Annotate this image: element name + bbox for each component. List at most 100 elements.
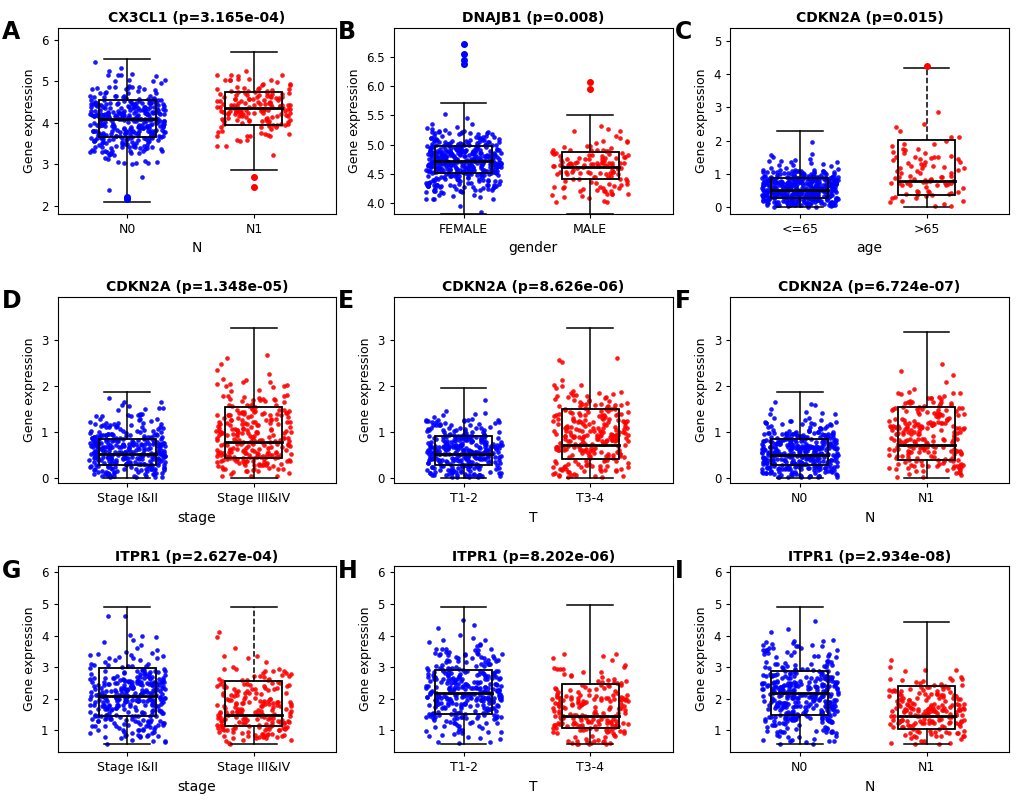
Point [137,101,153,114]
Point [445,712,462,725]
Point [552,716,569,729]
Point [767,448,784,460]
Point [550,706,567,719]
Point [950,465,966,478]
Point [426,445,442,458]
Point [620,188,636,200]
Point [420,671,436,683]
Point [420,176,436,189]
Point [246,406,262,419]
Point [897,143,913,156]
Point [208,424,224,437]
Point [597,723,613,736]
Point [809,173,825,186]
Point [574,724,590,737]
Point [813,183,829,196]
Point [905,383,921,396]
Point [914,674,930,687]
Point [555,180,572,193]
Point [209,630,225,643]
Point [899,451,915,464]
Point [767,175,784,188]
Point [553,155,570,168]
Point [214,460,230,473]
Point [273,90,289,103]
Point [90,452,106,465]
Point [425,192,441,205]
Point [483,128,499,141]
Point [489,653,505,666]
Point [561,387,578,400]
Point [819,713,836,726]
Point [776,707,793,720]
Point [822,687,839,700]
Point [571,415,587,427]
Point [214,720,230,733]
Point [884,720,901,733]
Point [427,166,443,179]
Point [767,700,784,712]
Point [822,672,839,685]
Point [242,451,258,464]
Point [251,719,267,732]
Point [103,712,119,725]
Point [817,190,834,203]
Point [598,725,614,738]
Point [146,468,162,481]
Point [423,139,439,152]
Point [825,679,842,692]
Point [419,170,435,183]
Point [442,436,459,448]
Point [777,430,794,443]
Point [228,423,245,436]
Point [419,691,435,704]
Point [261,722,277,735]
Point [609,167,626,180]
Point [487,654,503,667]
Point [439,138,455,151]
Point [823,199,840,212]
Point [615,415,632,428]
Point [125,690,142,703]
Point [439,463,455,476]
Point [85,434,101,447]
Point [107,654,123,667]
Point [803,441,819,454]
Point [146,92,162,105]
Point [805,184,821,197]
Point [808,683,824,696]
Point [548,168,565,181]
Point [765,457,782,470]
Point [604,712,621,725]
Point [461,159,477,171]
Point [807,448,823,460]
Point [895,705,911,718]
Point [256,439,272,452]
Point [457,144,473,157]
Point [594,422,610,435]
Point [262,417,278,430]
Point [137,101,153,114]
Point [820,696,837,708]
Point [448,469,465,481]
Point [476,429,492,442]
Point [550,704,567,717]
Point [155,707,171,720]
Point [279,378,296,391]
Point [214,470,230,483]
Point [115,452,131,465]
Point [931,417,948,430]
Point [444,455,461,468]
Point [788,192,804,205]
Point [802,397,818,410]
Point [942,186,958,199]
Point [756,714,772,727]
Point [84,675,100,688]
Point [255,730,271,743]
Point [150,456,166,469]
Point [135,416,151,429]
Point [805,427,821,440]
Point [423,159,439,172]
Point [448,152,465,165]
Point [124,726,141,739]
